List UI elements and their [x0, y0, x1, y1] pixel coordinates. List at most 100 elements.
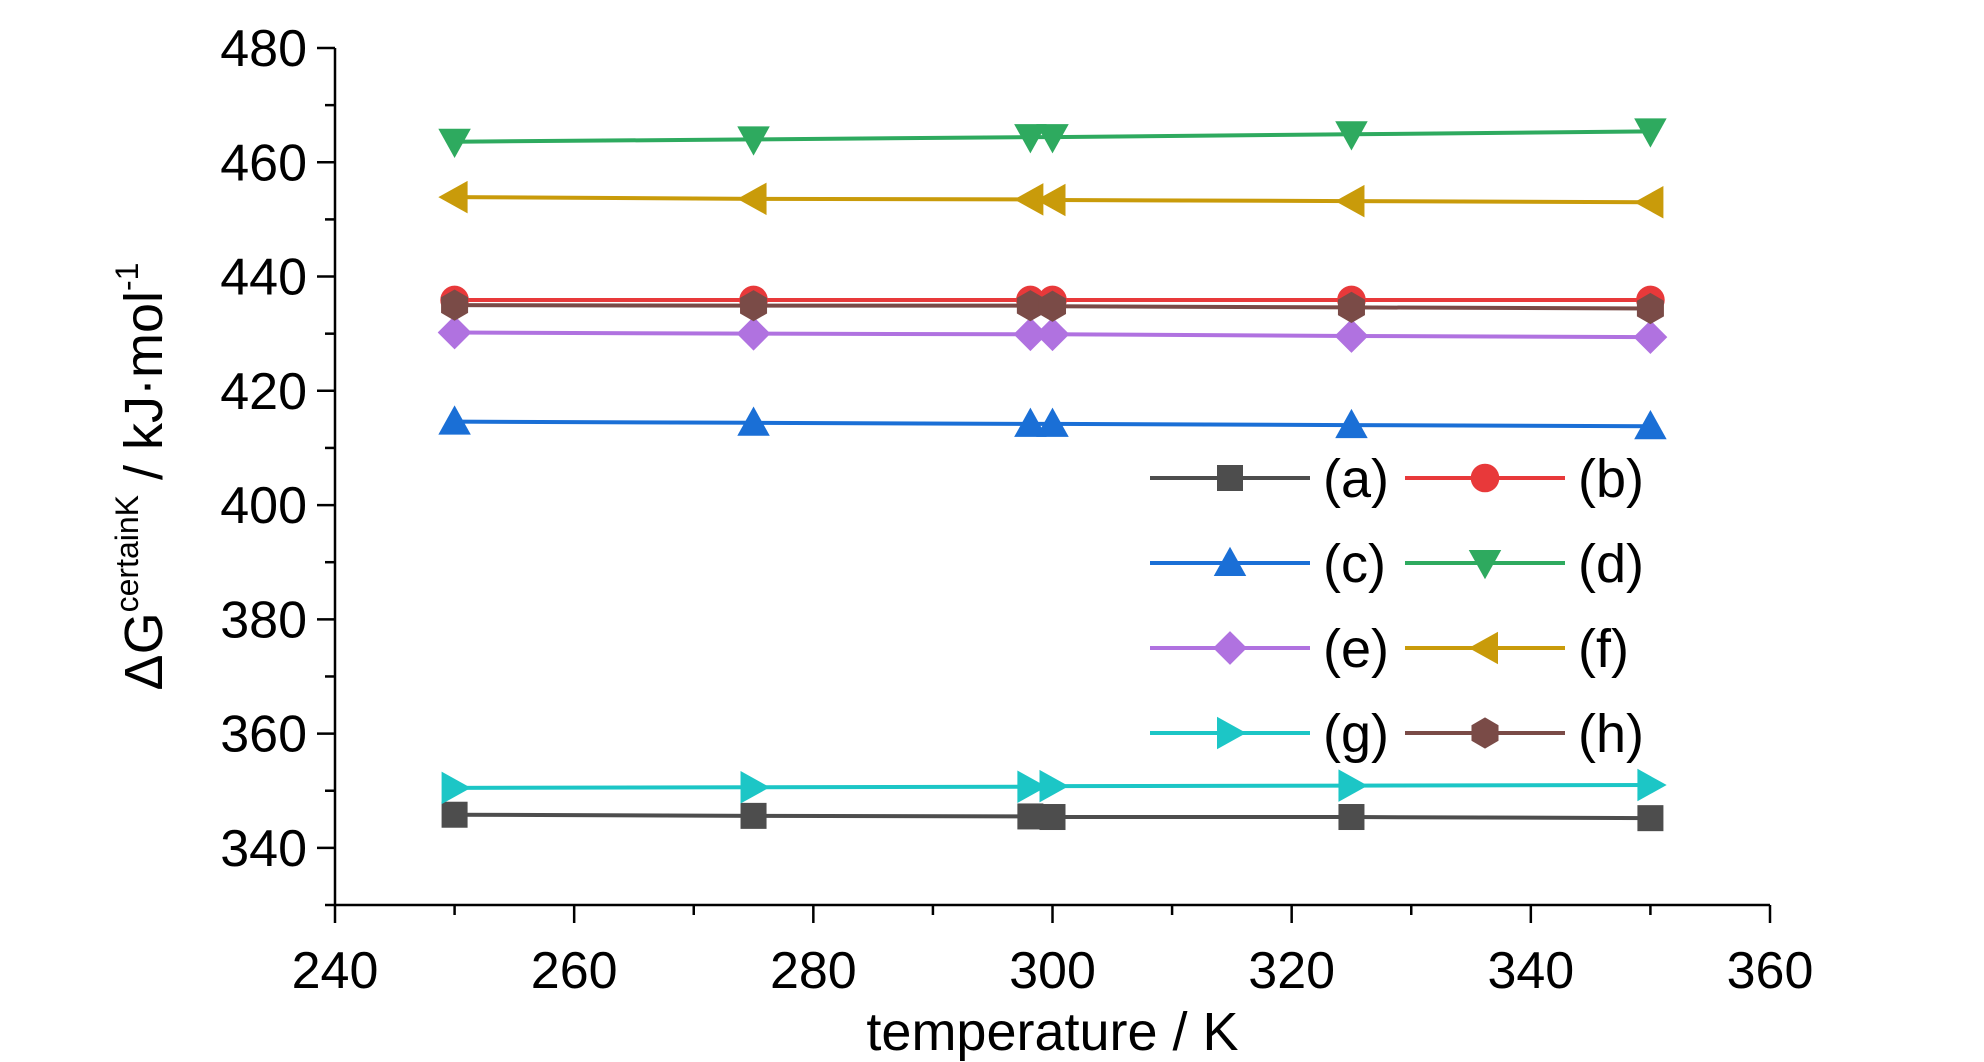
data-point — [438, 128, 471, 158]
y-tick-label: 340 — [220, 820, 307, 878]
data-point — [1014, 124, 1047, 154]
legend-label: (b) — [1578, 449, 1644, 509]
data-point — [437, 315, 472, 350]
legend-label: (h) — [1578, 704, 1644, 764]
series-h — [441, 289, 1664, 325]
x-tick-label: 340 — [1487, 942, 1574, 1000]
y-axis-title-superscript: certainK — [109, 495, 145, 612]
series-d — [438, 118, 1667, 158]
data-point — [1036, 124, 1069, 154]
data-point — [1035, 317, 1070, 352]
legend-item: (a) — [1150, 449, 1389, 509]
legend-marker — [1213, 631, 1247, 665]
data-point — [1014, 407, 1047, 437]
data-point — [1013, 317, 1048, 352]
data-point — [441, 801, 468, 828]
data-point — [740, 771, 770, 804]
y-axis-title-main: G — [114, 612, 174, 654]
legend-item: (d) — [1405, 534, 1644, 594]
data-point — [737, 126, 770, 156]
series-e — [437, 315, 1668, 354]
ticks-layer: 240 260 280 300 320 340 360 340 360 380 400 420 440 4… — [220, 20, 1813, 1000]
legend: (a) (b) (c) (d) (e) (f) (g) (h) — [1150, 449, 1644, 764]
x-tick-label: 300 — [1009, 942, 1096, 1000]
series-a — [441, 801, 1664, 832]
legend-label: (a) — [1323, 449, 1389, 509]
series-c — [438, 405, 1667, 440]
data-point — [737, 406, 770, 436]
legend-item: (b) — [1405, 449, 1644, 509]
legend-marker — [1468, 631, 1498, 665]
data-point — [1038, 290, 1067, 322]
series-line — [454, 419, 1651, 429]
data-point — [1634, 409, 1667, 440]
data-point — [1036, 183, 1066, 217]
data-point — [1334, 319, 1369, 353]
data-point — [441, 771, 471, 805]
y-tick-label: 460 — [220, 134, 307, 192]
data-point — [1017, 803, 1044, 830]
data-point — [1039, 769, 1069, 803]
data-point — [1633, 320, 1668, 354]
y-tick-label: 360 — [220, 706, 307, 764]
x-tick-label: 320 — [1248, 942, 1335, 1000]
legend-label: (g) — [1323, 704, 1389, 764]
x-tick-label: 360 — [1727, 942, 1814, 1000]
data-point — [1016, 290, 1044, 322]
data-point — [1014, 183, 1044, 216]
x-tick-label: 240 — [292, 942, 379, 1000]
data-point — [1335, 121, 1368, 151]
legend-label: (f) — [1578, 619, 1629, 679]
legend-item: (g) — [1150, 704, 1389, 764]
y-axis-title: ΔGcertainK / kJ·mol-1 — [109, 263, 174, 691]
legend-label: (e) — [1323, 619, 1389, 679]
series-layer — [437, 118, 1668, 832]
legend-marker — [1213, 546, 1247, 576]
series-f — [438, 180, 1664, 219]
data-point — [1036, 407, 1069, 437]
data-point — [1637, 768, 1667, 802]
data-point — [438, 180, 468, 214]
data-point — [1637, 805, 1664, 832]
data-point — [1636, 292, 1664, 325]
series-line — [454, 129, 1651, 144]
x-tick-label: 260 — [531, 942, 618, 1000]
y-tick-label: 380 — [220, 591, 307, 649]
y-axis-title-delta: Δ — [114, 654, 174, 690]
data-point — [1337, 291, 1365, 323]
legend-label: (d) — [1578, 534, 1644, 594]
legend-marker — [1217, 716, 1247, 750]
y-axis-title-units-superscript: -1 — [109, 263, 145, 291]
data-point — [441, 289, 469, 321]
y-tick-label: 400 — [220, 477, 307, 535]
y-tick-label: 420 — [220, 363, 307, 421]
data-point — [1039, 804, 1066, 831]
data-point — [1634, 186, 1664, 219]
y-tick-label: 480 — [220, 20, 307, 78]
legend-marker — [1471, 717, 1499, 749]
x-axis-title: temperature / K — [866, 1002, 1238, 1062]
data-point — [1017, 770, 1047, 803]
data-point — [1634, 118, 1667, 148]
legend-item: (e) — [1150, 619, 1389, 679]
data-point — [737, 182, 767, 216]
y-tick-label: 440 — [220, 249, 307, 307]
y-axis-title-units: / kJ·mol — [114, 291, 174, 495]
legend-item: (h) — [1405, 704, 1644, 764]
data-point — [1338, 804, 1365, 831]
data-point — [438, 405, 471, 435]
data-point — [1338, 769, 1368, 802]
legend-item: (c) — [1150, 534, 1386, 594]
legend-marker — [1217, 465, 1243, 491]
legend-marker — [1470, 463, 1500, 493]
data-point — [740, 290, 768, 322]
x-tick-label: 280 — [770, 942, 857, 1000]
data-point — [1335, 184, 1365, 218]
legend-label: (c) — [1323, 534, 1386, 594]
legend-marker — [1468, 550, 1502, 580]
legend-item: (f) — [1405, 619, 1629, 679]
data-point — [1335, 408, 1368, 439]
data-point — [740, 802, 767, 829]
data-point — [736, 316, 771, 351]
